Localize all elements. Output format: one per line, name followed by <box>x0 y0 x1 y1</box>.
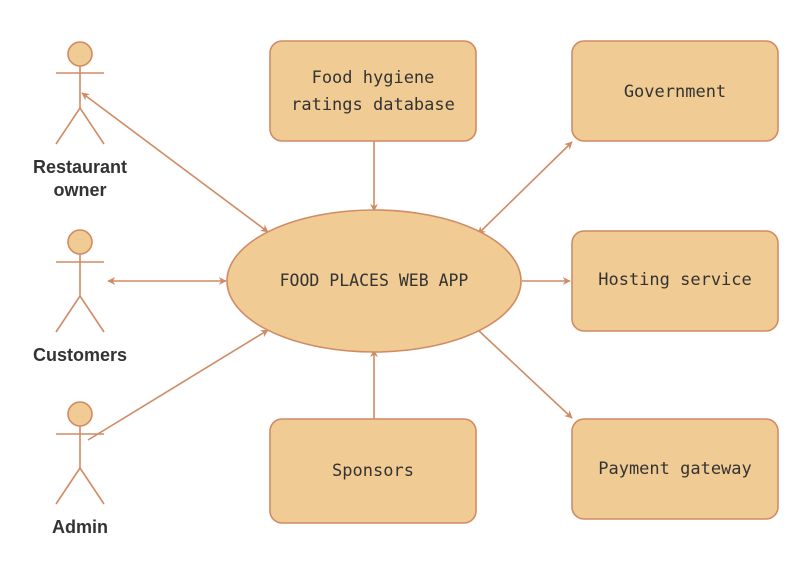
actor-admin: Admin <box>52 401 108 537</box>
box-hygiene-database: Food hygiene ratings database <box>269 40 477 142</box>
box-payment-gateway: Payment gateway <box>571 418 779 520</box>
center-label: FOOD PLACES WEB APP <box>280 271 469 290</box>
box-label: Payment gateway <box>598 459 752 479</box>
box-sponsors: Sponsors <box>269 418 477 524</box>
actor-label: Customers <box>33 345 127 365</box>
stick-figure-icon <box>55 401 105 505</box>
actor-customers: Customers <box>33 229 127 365</box>
actor-label: Restaurant <box>33 157 127 177</box>
box-label: ratings database <box>291 95 455 115</box>
box-label: Hosting service <box>598 270 752 290</box>
connectors <box>81 92 573 441</box>
stick-figure-icon <box>55 41 105 145</box>
actor-restaurant-owner: Restaurant owner <box>33 41 127 200</box>
stick-figure-icon <box>55 229 105 333</box>
box-government: Government <box>571 40 779 142</box>
connector-government <box>477 141 573 235</box>
box-label: Sponsors <box>332 461 414 481</box>
connector-admin <box>87 329 269 441</box>
box-hosting-service: Hosting service <box>571 230 779 332</box>
actor-label: Admin <box>52 517 108 537</box>
actor-label: owner <box>53 180 106 200</box>
box-label: Food hygiene <box>312 68 435 88</box>
box-label: Government <box>624 82 726 102</box>
connector-payment-gateway <box>477 329 573 419</box>
center-ellipse-food-places-web-app: FOOD PLACES WEB APP <box>226 209 522 353</box>
connector-restaurant-owner <box>81 92 269 233</box>
